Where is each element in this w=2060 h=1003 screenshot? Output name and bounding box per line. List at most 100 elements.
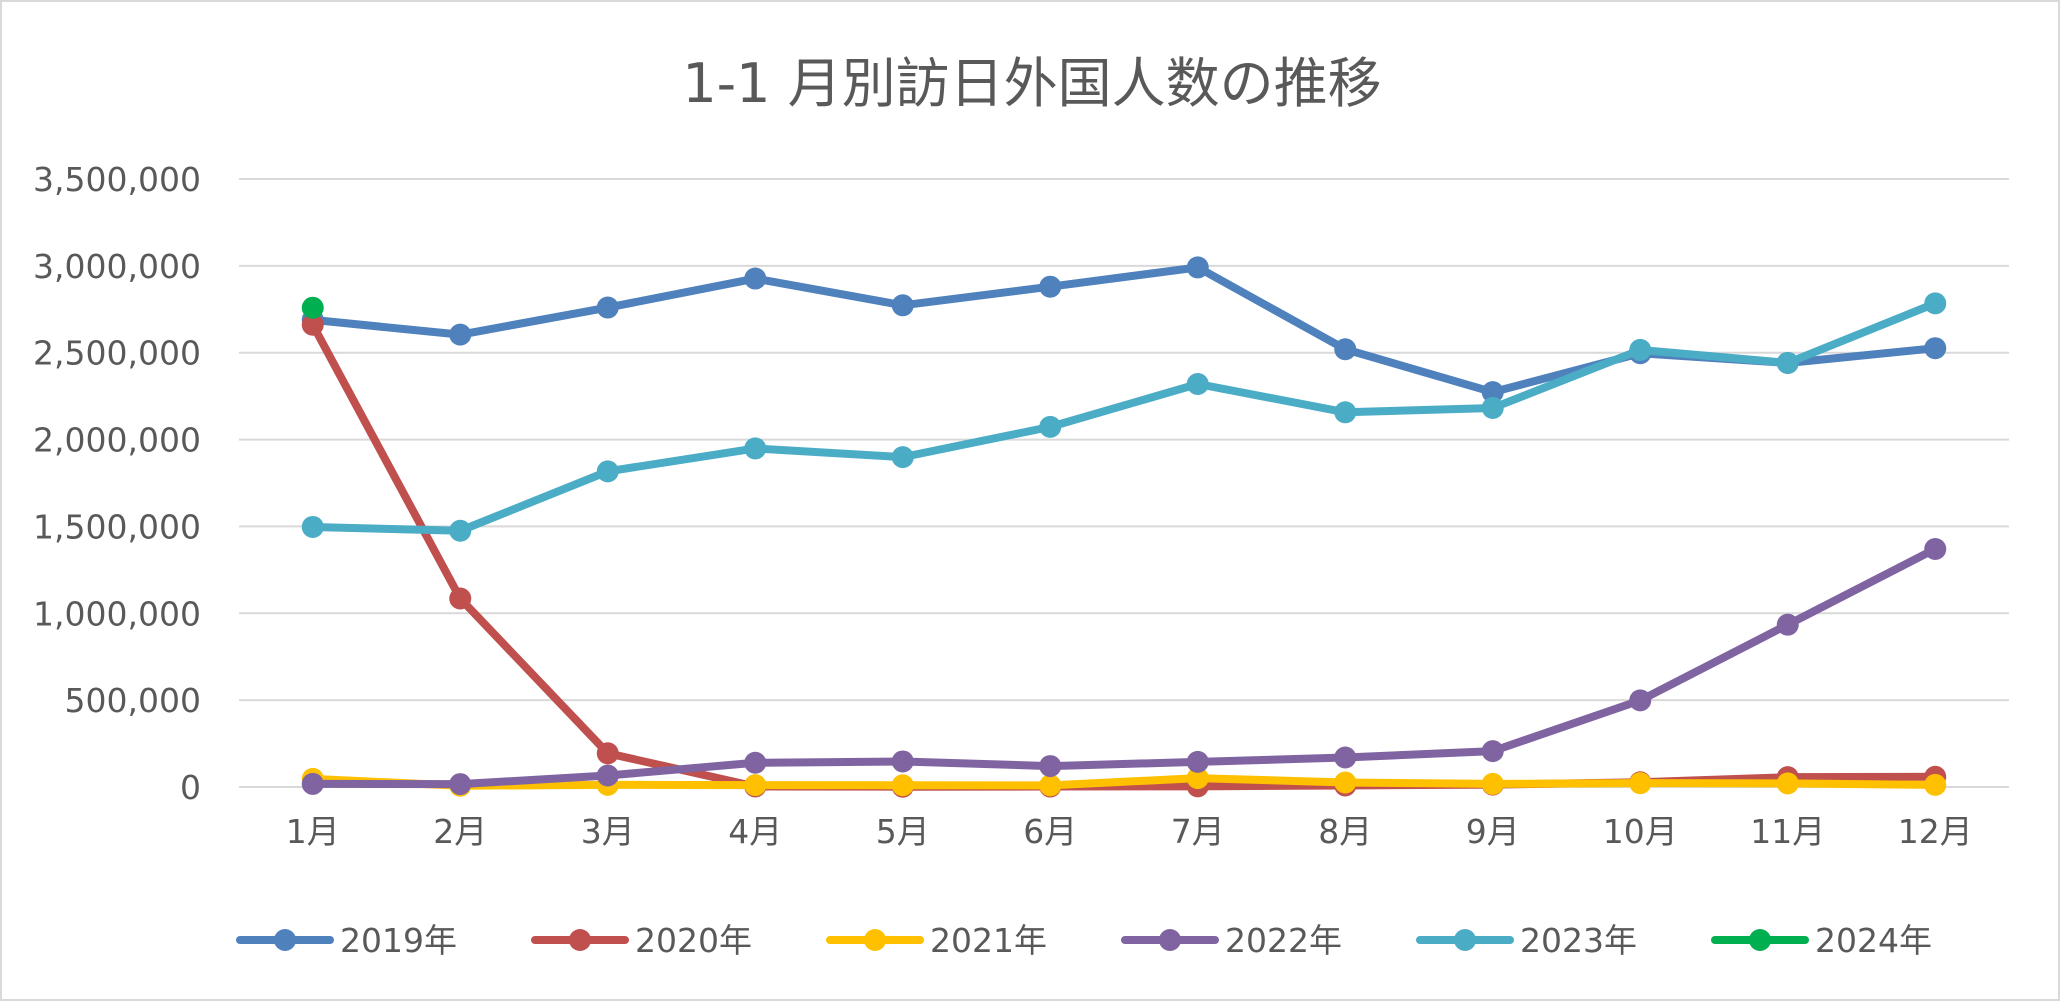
series-line xyxy=(308,774,1940,790)
data-point xyxy=(1776,351,1799,374)
legend-marker xyxy=(274,929,296,951)
x-tick-label: 2月 xyxy=(433,812,487,851)
x-tick-label: 4月 xyxy=(728,812,782,851)
legend-label: 2022年 xyxy=(1225,921,1342,960)
legend-item: 2023年 xyxy=(1416,921,1637,960)
y-tick-label: 2,000,000 xyxy=(33,421,201,460)
legend-marker xyxy=(569,929,591,951)
data-point xyxy=(891,294,914,317)
chart-title: 1-1 月別訪日外国人数の推移 xyxy=(682,52,1381,115)
legend-label: 2024年 xyxy=(1815,921,1932,960)
gridlines xyxy=(239,178,2009,788)
series-line xyxy=(308,299,1940,535)
data-point xyxy=(1186,372,1209,395)
data-point xyxy=(1924,337,1947,360)
data-point xyxy=(301,515,324,538)
data-point xyxy=(1186,256,1209,279)
data-point xyxy=(301,772,324,795)
legend-item: 2020年 xyxy=(531,921,752,960)
legend-label: 2021年 xyxy=(930,921,1047,960)
data-point xyxy=(1039,275,1062,298)
data-point xyxy=(1481,396,1504,419)
series-line xyxy=(308,544,1940,789)
data-point xyxy=(596,296,619,319)
legend-label: 2023年 xyxy=(1520,921,1637,960)
data-point xyxy=(1629,772,1652,795)
data-point xyxy=(1039,755,1062,778)
y-tick-label: 3,500,000 xyxy=(33,160,201,199)
y-tick-label: 2,500,000 xyxy=(33,334,201,373)
series-3 xyxy=(301,767,1947,797)
y-tick-label: 500,000 xyxy=(65,681,201,720)
legend-item: 2024年 xyxy=(1711,921,1932,960)
legend-item: 2019年 xyxy=(236,921,457,960)
data-point xyxy=(1481,772,1504,795)
data-point xyxy=(1776,613,1799,636)
legend-item: 2022年 xyxy=(1121,921,1342,960)
data-point xyxy=(1334,401,1357,424)
data-point xyxy=(1481,381,1504,404)
series-1 xyxy=(301,256,1947,404)
data-point xyxy=(596,742,619,765)
data-point xyxy=(301,313,324,336)
data-point xyxy=(449,519,472,542)
series-4 xyxy=(301,537,1947,796)
data-point xyxy=(1334,771,1357,794)
legend-marker xyxy=(1749,929,1771,951)
x-tick-label: 8月 xyxy=(1318,812,1372,851)
series-lines xyxy=(301,256,1947,798)
data-point xyxy=(1481,740,1504,763)
data-point xyxy=(301,296,324,319)
data-point xyxy=(1924,773,1947,796)
data-point xyxy=(1776,772,1799,795)
x-tick-label: 7月 xyxy=(1171,812,1225,851)
y-tick-label: 1,000,000 xyxy=(33,594,201,633)
data-point xyxy=(449,773,472,796)
data-point xyxy=(1334,338,1357,361)
series-5 xyxy=(301,292,1947,542)
x-tick-label: 5月 xyxy=(876,812,930,851)
data-point xyxy=(1039,774,1062,797)
legend-marker xyxy=(1454,929,1476,951)
x-tick-label: 12月 xyxy=(1898,812,1973,851)
x-tick-label: 9月 xyxy=(1466,812,1520,851)
data-point xyxy=(449,587,472,610)
series-2 xyxy=(301,313,1947,798)
legend-label: 2020年 xyxy=(635,921,752,960)
data-point xyxy=(1629,338,1652,361)
x-tick-label: 11月 xyxy=(1750,812,1825,851)
data-point xyxy=(744,437,767,460)
data-point xyxy=(744,267,767,290)
data-point xyxy=(1186,750,1209,773)
data-point xyxy=(596,460,619,483)
legend-label: 2019年 xyxy=(340,921,457,960)
data-point xyxy=(596,764,619,787)
x-tick-label: 10月 xyxy=(1603,812,1678,851)
y-tick-label: 3,000,000 xyxy=(33,247,201,286)
data-point xyxy=(1039,415,1062,438)
series-line xyxy=(308,320,1940,791)
data-point xyxy=(744,774,767,797)
series-line xyxy=(308,263,1940,397)
x-axis-tick-labels: 1月 2月 3月 4月 5月 6月 7月 8月 9月 10月 11月 12月 xyxy=(286,812,1973,851)
data-point xyxy=(1629,689,1652,712)
x-tick-label: 3月 xyxy=(581,812,635,851)
x-tick-label: 6月 xyxy=(1023,812,1077,851)
data-point xyxy=(449,323,472,346)
data-point xyxy=(1924,537,1947,560)
data-point xyxy=(1186,767,1209,790)
y-axis-tick-labels: 0 500,000 1,000,000 1,500,000 2,000,000 2,500… xyxy=(33,160,201,807)
data-point xyxy=(891,446,914,469)
data-point xyxy=(744,751,767,774)
series-6 xyxy=(301,296,324,319)
legend-marker xyxy=(1159,929,1181,951)
legend-marker xyxy=(864,929,886,951)
x-tick-label: 1月 xyxy=(286,812,340,851)
data-point xyxy=(1334,746,1357,769)
y-tick-label: 0 xyxy=(180,768,201,807)
data-point xyxy=(1924,292,1947,315)
legend: 2019年 2020年 2021年 2022年 2023年 2024年 xyxy=(236,921,1932,960)
data-point xyxy=(891,750,914,773)
